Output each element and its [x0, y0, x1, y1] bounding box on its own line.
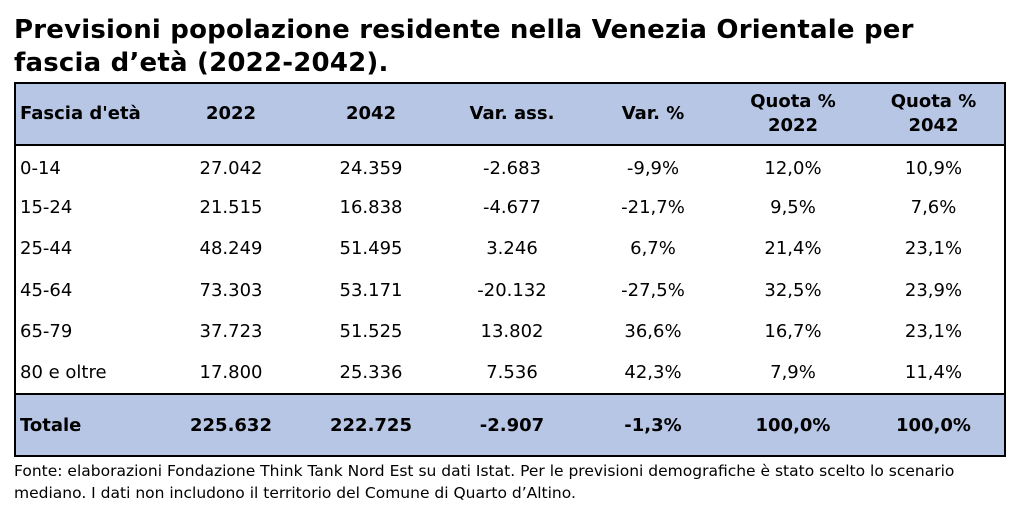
table-cell: 7,9%	[770, 362, 816, 384]
table-cell: -27,5%	[621, 279, 685, 301]
header-cell-2042: 2042	[301, 82, 441, 146]
table-cell: 25-44	[14, 228, 161, 270]
header-cell-pct-change: Var. %	[583, 82, 723, 146]
table-cell: 6,7%	[630, 238, 676, 260]
table-cell: 21.515	[199, 196, 263, 218]
table-cell: 7.536	[486, 362, 538, 384]
total-row: Totale 225.632 222.725 -2.907 -1,3% 100,…	[14, 393, 1006, 457]
table-cell: 24.359	[339, 157, 403, 179]
table-cell: -9,9%	[626, 157, 680, 179]
table-cell: 42,3%	[624, 362, 682, 384]
table-cell: 17.800	[199, 362, 263, 384]
header-cell-abs-change: Var. ass.	[441, 82, 583, 146]
table-cell: 32,5%	[764, 279, 822, 301]
table-row: 45-64 73.303 53.171 -20.132 -27,5% 32,5%…	[14, 269, 1006, 311]
table-cell: 23,9%	[863, 269, 1006, 311]
table-cell: 51.495	[339, 238, 403, 260]
table-cell: 13.802	[480, 321, 544, 343]
table-cell: 7,6%	[863, 186, 1006, 228]
total-cell-label: Totale	[14, 393, 161, 457]
source-note: Fonte: elaborazioni Fondazione Think Tan…	[14, 462, 955, 502]
table-row: 80 e oltre 17.800 25.336 7.536 42,3% 7,9…	[14, 352, 1006, 394]
header-cell-share-2042: Quota % 2042	[863, 82, 1006, 146]
table-cell: 80 e oltre	[14, 352, 161, 394]
table-cell: 21,4%	[764, 238, 822, 260]
population-table: Fascia d'età 2022 2042 Var. ass. Var. % …	[14, 82, 1006, 457]
total-cell: 100,0%	[863, 393, 1006, 457]
table-cell: 11,4%	[863, 352, 1006, 394]
table-cell: 25.336	[339, 362, 403, 384]
table-cell: 45-64	[14, 269, 161, 311]
table-row: 0-14 27.042 24.359 -2.683 -9,9% 12,0% 10…	[14, 145, 1006, 187]
table-cell: 73.303	[199, 279, 263, 301]
table-cell: 3.246	[486, 238, 538, 260]
total-cell: 222.725	[301, 393, 441, 457]
table-row: 25-44 48.249 51.495 3.246 6,7% 21,4% 23,…	[14, 228, 1006, 270]
table-cell: 53.171	[339, 279, 403, 301]
table-cell: 37.723	[199, 321, 263, 343]
table-cell: 23,1%	[863, 228, 1006, 270]
table-cell: 16.838	[339, 196, 403, 218]
header-cell-age-band: Fascia d'età	[14, 82, 161, 146]
table-cell: 27.042	[199, 157, 263, 179]
header-cell-share-2022: Quota % 2022	[723, 82, 863, 146]
table-cell: 16,7%	[764, 321, 822, 343]
table-cell: -2.683	[482, 157, 542, 179]
header-row: Fascia d'età 2022 2042 Var. ass. Var. % …	[14, 82, 1006, 146]
table-cell: -20.132	[477, 279, 547, 301]
header-cell-2022: 2022	[161, 82, 301, 146]
total-cell: -1,3%	[583, 393, 723, 457]
table-cell: -21,7%	[621, 196, 685, 218]
table-cell: 23,1%	[863, 311, 1006, 353]
chart-title: Previsioni popolazione residente nella V…	[14, 15, 914, 78]
total-cell: -2.907	[441, 393, 583, 457]
table-row: 65-79 37.723 51.525 13.802 36,6% 16,7% 2…	[14, 311, 1006, 353]
table-cell: -4.677	[482, 196, 542, 218]
table-row: 15-24 21.515 16.838 -4.677 -21,7% 9,5% 7…	[14, 186, 1006, 228]
table-cell: 65-79	[14, 311, 161, 353]
table-cell: 9,5%	[770, 196, 816, 218]
table-cell: 0-14	[14, 145, 161, 187]
total-cell: 100,0%	[723, 393, 863, 457]
table-cell: 36,6%	[624, 321, 682, 343]
table-cell: 12,0%	[764, 157, 822, 179]
table-cell: 48.249	[199, 238, 263, 260]
table-cell: 51.525	[339, 321, 403, 343]
table-cell: 15-24	[14, 186, 161, 228]
table-cell: 10,9%	[863, 145, 1006, 187]
total-cell: 225.632	[161, 393, 301, 457]
